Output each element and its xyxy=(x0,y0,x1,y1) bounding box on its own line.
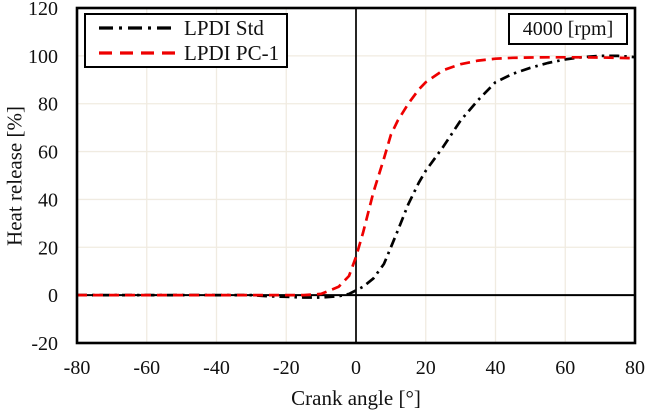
x-tick-label--40: -40 xyxy=(203,357,230,379)
y-tick-label--20: -20 xyxy=(31,333,58,355)
legend-dashed-line-icon xyxy=(99,51,175,55)
legend-item-lpdi-pc1: LPDI PC-1 xyxy=(86,42,286,64)
x-tick-label-80: 80 xyxy=(625,357,645,379)
y-tick-label-40: 40 xyxy=(38,189,58,211)
x-tick-label--80: -80 xyxy=(64,357,91,379)
rpm-annotation-box: 4000 [rpm] xyxy=(508,13,628,45)
y-tick-label-20: 20 xyxy=(38,237,58,259)
legend-dash-dot-line-icon xyxy=(99,26,175,30)
plot-border xyxy=(75,6,637,345)
legend: LPDI Std LPDI PC-1 xyxy=(84,13,288,68)
y-axis-title: Heat release [%] xyxy=(2,106,27,246)
x-tick-label-20: 20 xyxy=(416,357,436,379)
x-tick-label-60: 60 xyxy=(555,357,575,379)
legend-label-lpdi-pc1: LPDI PC-1 xyxy=(184,41,280,65)
y-tick-label-0: 0 xyxy=(48,285,58,307)
x-axis-title: Crank angle [°] xyxy=(291,386,421,410)
y-tick-label-60: 60 xyxy=(38,142,58,164)
series-line-lpdi-pc-1 xyxy=(77,55,636,297)
x-tick-label-40: 40 xyxy=(486,357,506,379)
x-tick-label--20: -20 xyxy=(273,357,300,379)
y-tick-label-120: 120 xyxy=(28,0,58,20)
y-tick-label-100: 100 xyxy=(28,46,58,68)
x-tick-label--60: -60 xyxy=(133,357,160,379)
rpm-annotation-text: 4000 [rpm] xyxy=(522,17,614,40)
x-tick-label-0: 0 xyxy=(351,357,361,379)
legend-item-lpdi-std: LPDI Std xyxy=(86,17,286,39)
y-tick-label-80: 80 xyxy=(38,94,58,116)
legend-label-lpdi-std: LPDI Std xyxy=(184,16,264,40)
